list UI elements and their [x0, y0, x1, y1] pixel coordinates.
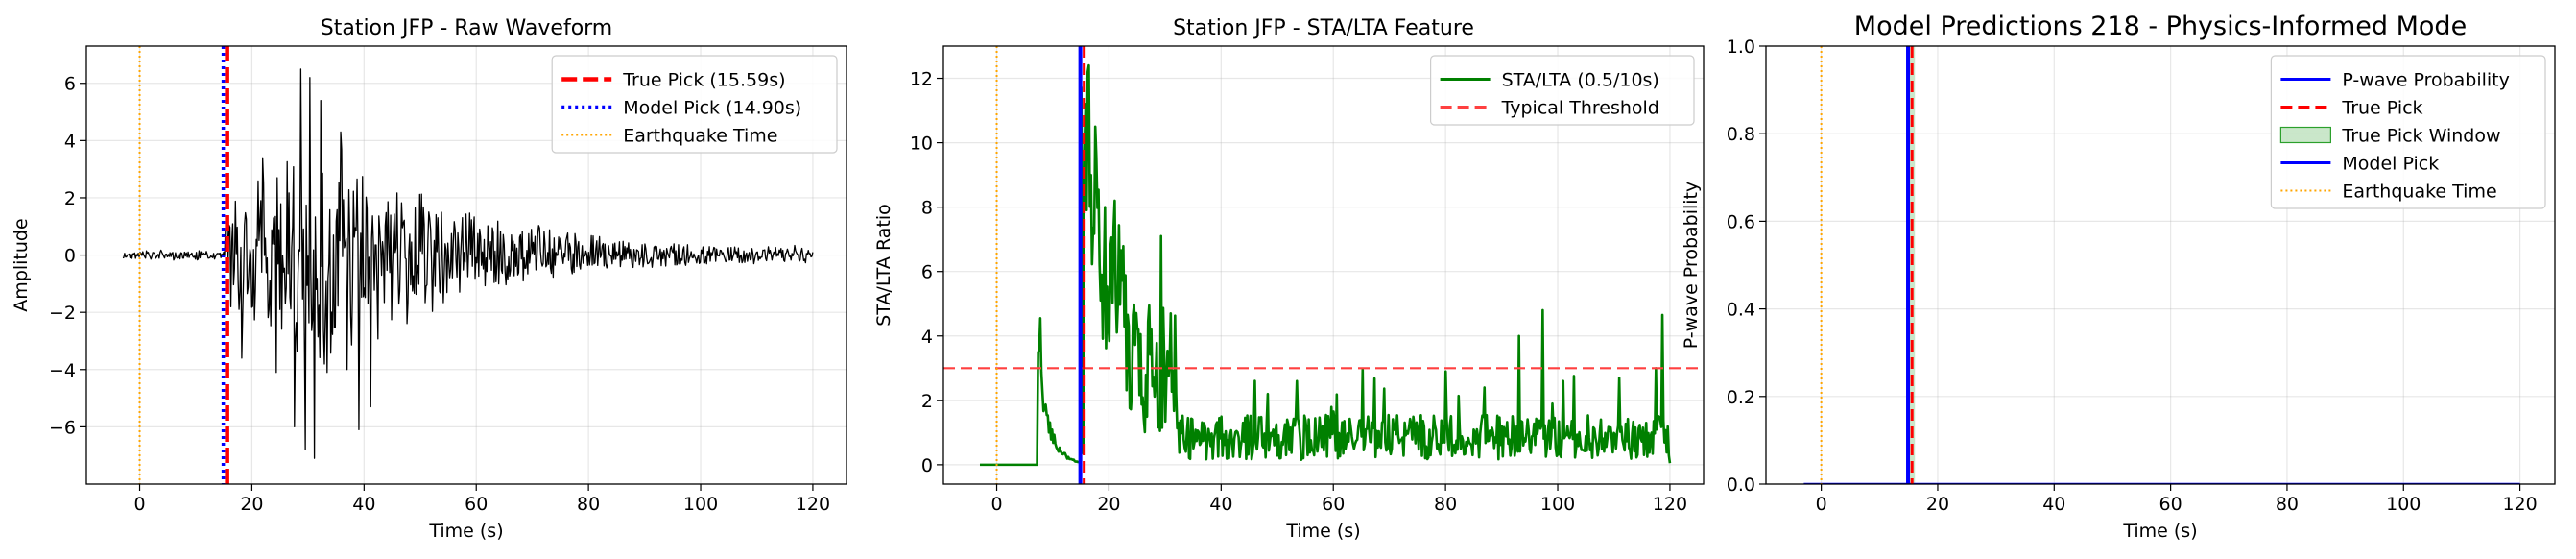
legend-label: True Pick (15.59s): [622, 70, 785, 91]
y-axis-label: Amplitude: [11, 218, 32, 311]
y-tick-label: 10: [910, 134, 933, 155]
panel-raw-waveform: 0 20 40 60 80 100 120 −6 −4 −2 0 2 4 6 Station JFP - …: [11, 16, 847, 542]
x-tick-label: 0: [990, 494, 1002, 515]
y-tick-label: 6: [64, 74, 76, 95]
x-tick-label: 120: [1653, 494, 1687, 515]
legend-box: [1429, 55, 1695, 126]
series-line: [979, 63, 1672, 467]
y-tick-label: 0.0: [1727, 474, 1755, 496]
x-tick-label: 0: [1816, 494, 1827, 515]
y-tick-label: 0.2: [1727, 387, 1755, 408]
legend-label: Earthquake Time: [2342, 182, 2496, 203]
y-tick-label: 2: [64, 188, 76, 209]
legend-swatch: [2279, 126, 2331, 144]
x-axis-label: Time (s): [1285, 521, 1360, 542]
panel-model-predictions: 0 20 40 60 80 100 120 0.0 0.2 0.4 0.6 0.8 1.0 Model …: [1681, 12, 2556, 542]
y-tick-label: 2: [921, 391, 933, 412]
grid-lines: [943, 46, 1704, 484]
legend-label: P-wave Probability: [2342, 70, 2510, 91]
x-axis-label: Time (s): [428, 521, 503, 542]
legend: STA/LTA (0.5/10s) Typical Threshold: [1429, 55, 1695, 126]
x-tick-label: 20: [1926, 494, 1949, 515]
x-tick-label: 0: [133, 494, 145, 515]
panel-sta-lta: 0 20 40 60 80 100 120 0 2 4 6 8 10 12 Station JFP - S…: [873, 16, 1705, 542]
y-tick-label: 1.0: [1727, 36, 1755, 58]
x-tick-label: 60: [465, 494, 488, 515]
axes-frame: [942, 45, 1705, 485]
x-tick-label: 60: [2159, 494, 2182, 515]
y-tick-label: 0.6: [1727, 211, 1755, 232]
y-tick-label: 4: [64, 131, 76, 152]
y-tick-label: 0.8: [1727, 124, 1755, 145]
plot-data: [943, 46, 1704, 484]
y-tick-label: 0.4: [1727, 300, 1755, 321]
legend-label: Model Pick: [2342, 154, 2439, 175]
legend-box: [2270, 55, 2546, 209]
axis-ticks: 0 20 40 60 80 100 120 0 2 4 6 8 10 12: [910, 69, 1687, 515]
x-tick-label: 80: [2276, 494, 2299, 515]
y-tick-label: −2: [49, 303, 76, 324]
y-axis-label: STA/LTA Ratio: [873, 204, 894, 327]
y-tick-label: −6: [49, 417, 76, 438]
chart-title: Model Predictions 218 - Physics-Informed…: [1854, 12, 2467, 41]
x-tick-label: 100: [2386, 494, 2421, 515]
y-axis-label: P-wave Probability: [1681, 182, 1702, 350]
series-line: [122, 68, 814, 459]
chart-title: Station JFP - Raw Waveform: [321, 16, 613, 40]
legend: P-wave Probability True Pick True Pick Win…: [2270, 55, 2546, 209]
axis-ticks: 0 20 40 60 80 100 120 −6 −4 −2 0 2 4 6: [49, 74, 830, 515]
axis-ticks: 0 20 40 60 80 100 120 0.0 0.2 0.4 0.6 0.8 1.0: [1727, 36, 2538, 515]
y-tick-label: −4: [49, 360, 76, 381]
x-tick-label: 20: [240, 494, 263, 515]
x-tick-label: 120: [796, 494, 830, 515]
x-tick-label: 100: [1540, 494, 1575, 515]
x-tick-label: 120: [2502, 494, 2537, 515]
x-tick-label: 40: [352, 494, 375, 515]
x-tick-label: 20: [1097, 494, 1120, 515]
x-tick-label: 40: [1209, 494, 1232, 515]
y-tick-label: 6: [921, 262, 933, 283]
x-tick-label: 60: [1322, 494, 1345, 515]
legend-label: Earthquake Time: [623, 126, 777, 147]
plot-data: [122, 46, 814, 484]
x-tick-label: 80: [577, 494, 600, 515]
y-tick-label: 0: [921, 455, 933, 476]
legend-label: Typical Threshold: [1501, 98, 1659, 119]
chart-title: Station JFP - STA/LTA Feature: [1173, 16, 1474, 40]
legend-label: Model Pick (14.90s): [623, 98, 801, 119]
plot-data: [1803, 46, 2520, 484]
axes-frame: [85, 45, 847, 485]
y-tick-label: 0: [64, 246, 76, 267]
x-tick-label: 80: [1434, 494, 1457, 515]
legend-box: [551, 55, 838, 154]
x-tick-label: 100: [683, 494, 718, 515]
y-tick-label: 12: [910, 69, 933, 90]
x-axis-label: Time (s): [2122, 521, 2197, 542]
legend-label: True Pick: [2341, 98, 2422, 119]
x-tick-label: 40: [2042, 494, 2065, 515]
legend-label: STA/LTA (0.5/10s): [1502, 70, 1659, 91]
legend-label: True Pick Window: [2341, 126, 2500, 147]
y-tick-label: 8: [921, 198, 933, 219]
y-tick-label: 4: [921, 327, 933, 348]
legend: True Pick (15.59s) Model Pick (14.90s) Ear…: [551, 55, 838, 154]
axes-frame: [1765, 45, 2556, 485]
